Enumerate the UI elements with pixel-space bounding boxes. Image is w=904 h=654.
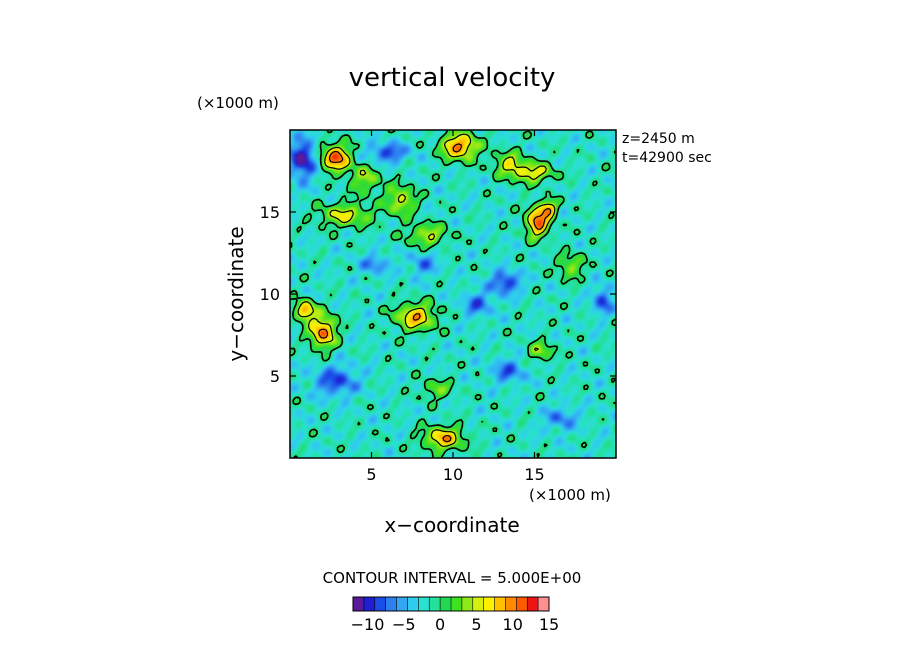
colorbar-swatch	[363, 597, 376, 611]
annotation-time: t=42900 sec	[622, 150, 712, 166]
x-tick-label: 5	[366, 465, 376, 484]
colorbar-swatch	[385, 597, 397, 611]
colorbar-swatch	[353, 597, 365, 611]
colorbar-tick-label: −5	[392, 615, 416, 634]
colorbar-swatch	[407, 597, 419, 611]
colorbar-swatch	[374, 597, 386, 611]
annotation-height: z=2450 m	[622, 131, 695, 147]
chart-title: vertical velocity	[349, 63, 556, 93]
x-axis-label: x−coordinate	[384, 513, 519, 537]
contour-level-10	[318, 143, 552, 443]
y-tick-label: 10	[260, 285, 280, 304]
colorbar-swatch	[440, 597, 452, 611]
colorbar-swatch	[429, 597, 441, 611]
x-axis-unit-label: (×1000 m)	[529, 486, 611, 504]
colorbar-tick-label: −10	[351, 615, 385, 634]
colorbar-tick-label: 5	[471, 615, 481, 634]
x-axis-ticks: 5 10 15	[366, 130, 545, 484]
colorbar-swatch	[538, 597, 550, 611]
velocity-field-heatmap	[290, 130, 616, 458]
colorbar-swatch	[516, 597, 528, 611]
colorbar-tick-label: 15	[539, 615, 559, 634]
colorbar-tick-label: 0	[435, 615, 445, 634]
x-tick-label: 10	[443, 465, 463, 484]
colorbar-tick-labels: −10 −5 0 5 10 15	[351, 615, 560, 634]
y-tick-label: 5	[270, 367, 280, 386]
x-tick-label: 15	[524, 465, 544, 484]
y-axis-ticks: 5 10 15	[260, 203, 616, 386]
contour-level-5	[297, 133, 556, 447]
colorbar-swatch	[396, 597, 408, 611]
colorbar-swatch	[461, 597, 474, 611]
colorbar-swatch	[483, 597, 495, 611]
y-tick-label: 15	[260, 203, 280, 222]
colorbar-swatch	[505, 597, 517, 611]
colorbar-swatch	[527, 597, 539, 611]
colorbar-swatch	[472, 597, 484, 611]
contour-interval-label: CONTOUR INTERVAL = 5.000E+00	[323, 569, 582, 587]
plot-area	[290, 130, 616, 458]
colorbar-swatch	[494, 597, 506, 611]
colorbar-swatch	[451, 597, 463, 611]
colorbar-tick-label: 10	[503, 615, 523, 634]
y-axis-label: y−coordinate	[224, 226, 248, 361]
colorbar	[352, 596, 550, 612]
colorbar-frame	[352, 596, 550, 612]
colorbar-swatch	[418, 597, 430, 611]
y-axis-unit-label: (×1000 m)	[197, 94, 279, 112]
contour-level-0	[290, 130, 616, 458]
contour-lines	[290, 130, 616, 458]
